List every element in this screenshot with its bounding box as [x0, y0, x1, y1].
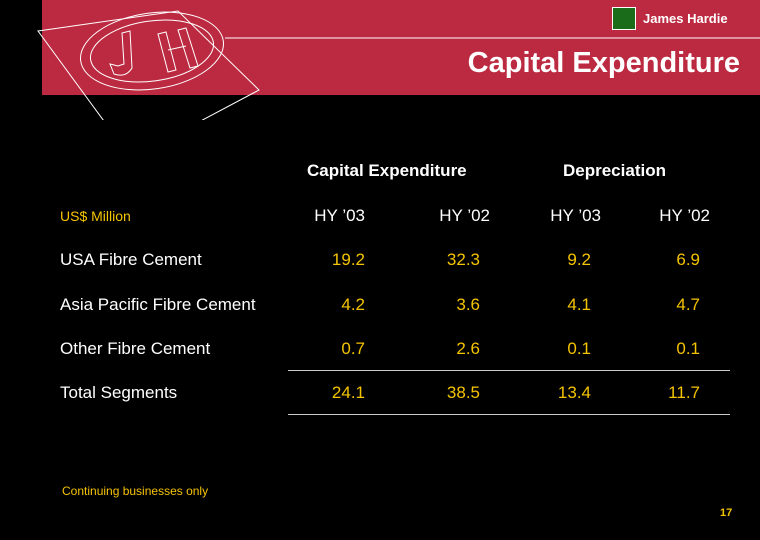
jh-watermark-logo: [37, 10, 760, 120]
group-header-capex: Capital Expenditure: [307, 161, 467, 180]
table-cell: 4.2: [341, 295, 365, 314]
divider: [288, 370, 730, 371]
table-cell: 6.9: [676, 250, 700, 269]
table-cell: 0.1: [567, 339, 591, 358]
table-cell: 3.6: [456, 295, 480, 314]
james-hardie-logo-icon: [612, 7, 636, 30]
column-header: HY ’02: [439, 206, 490, 225]
divider: [288, 414, 730, 415]
footnote: Continuing businesses only: [62, 484, 209, 498]
group-header-depreciation: Depreciation: [563, 161, 666, 180]
table-cell: 32.3: [446, 250, 480, 269]
row-label: Other Fibre Cement: [60, 339, 211, 358]
column-header: HY ’03: [550, 206, 601, 225]
brand: James Hardie: [612, 7, 728, 30]
table-cell: 24.1: [331, 383, 365, 402]
page-number: 17: [720, 507, 733, 519]
column-header: HY ’02: [659, 206, 710, 225]
table-cell: 4.1: [567, 295, 591, 314]
row-label: Asia Pacific Fibre Cement: [60, 295, 256, 314]
table-cell: 0.1: [676, 339, 700, 358]
unit-label: US$ Million: [60, 208, 131, 224]
table-cell: 19.2: [331, 250, 365, 269]
table-cell: 0.7: [341, 339, 365, 358]
row-label: USA Fibre Cement: [60, 250, 202, 269]
table-cell: 11.7: [668, 383, 700, 402]
brand-name: James Hardie: [643, 11, 728, 26]
table-cell: 13.4: [557, 383, 591, 402]
table-cell: 9.2: [567, 250, 591, 269]
table-cell: 2.6: [456, 339, 480, 358]
table-cell: 38.5: [446, 383, 480, 402]
row-label: Total Segments: [60, 383, 178, 402]
column-header: HY ’03: [314, 206, 365, 225]
page-title: Capital Expenditure: [467, 47, 740, 79]
table-cell: 4.7: [676, 295, 700, 314]
